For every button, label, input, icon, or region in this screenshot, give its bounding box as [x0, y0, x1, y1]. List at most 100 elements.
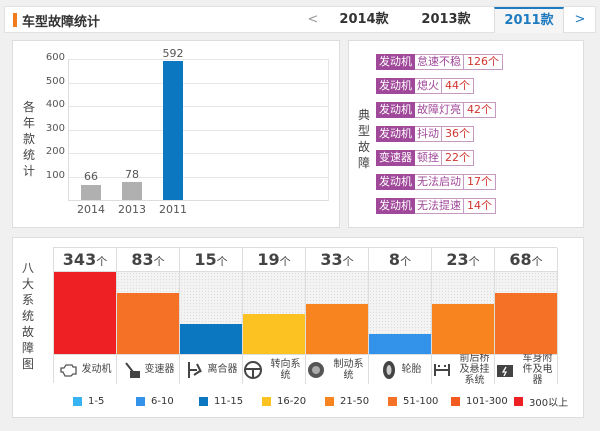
tab-2014[interactable]: 2014款	[339, 12, 389, 27]
system-name: 离合器	[207, 364, 238, 375]
count-unit: 个	[468, 255, 480, 268]
typical-fault-item[interactable]: 发动机 怠速不稳 126个	[376, 54, 503, 70]
vertical-label-char: 障	[21, 341, 34, 355]
system-column[interactable]: 33个 制动系统	[306, 248, 369, 384]
system-label: 变速器	[117, 354, 179, 384]
fault-name: 抖动	[415, 126, 442, 142]
fault-count: 17个	[464, 174, 496, 190]
vertical-label-char: 计	[22, 164, 35, 178]
fault-system-tag: 发动机	[376, 54, 415, 70]
system-column[interactable]: 68个 车身附件及电器	[495, 248, 558, 386]
typical-fault-item[interactable]: 变速器 顿挫 22个	[376, 150, 474, 166]
clutch-icon	[187, 361, 202, 378]
system-bar-area	[432, 272, 494, 354]
bar-value-label: 66	[84, 170, 98, 184]
color-legend: 1-5 6-10 11-15 16-20 21-50 51-100 101-300 300以上	[73, 394, 577, 409]
legend-label: 21-50	[340, 396, 370, 407]
typical-faults-vertical-label: 典型故障	[357, 107, 371, 171]
bar-2013[interactable]	[122, 181, 142, 200]
legend-item: 11-15	[199, 394, 262, 409]
fault-count: 44个	[442, 78, 474, 94]
legend-label: 101-300	[466, 396, 508, 407]
systems-panel: 八大系统故障图 343个 发动机 83个 变速器 15个 离合器 19个 转向系统 33…	[12, 237, 584, 418]
y-tick-label: 300	[45, 122, 65, 134]
gridline	[69, 129, 329, 131]
system-name: 轮胎	[401, 364, 422, 375]
system-bar	[180, 323, 242, 354]
legend-item: 6-10	[136, 394, 199, 409]
battery-icon	[497, 364, 513, 377]
legend-swatch	[451, 397, 460, 406]
legend-label: 11-15	[214, 396, 244, 407]
legend-item: 300以上	[514, 394, 577, 409]
system-column[interactable]: 343个 发动机	[54, 248, 117, 384]
fault-count: 42个	[464, 102, 496, 118]
legend-item: 21-50	[325, 394, 388, 409]
gridline	[69, 106, 329, 107]
count-unit: 个	[153, 255, 165, 268]
vertical-label-char: 统	[22, 148, 35, 162]
system-name: 转向系统	[270, 358, 301, 381]
system-name: 车身附件及电器	[522, 353, 553, 386]
system-column[interactable]: 8个 轮胎	[369, 248, 432, 384]
y-tick-label: 500	[45, 75, 65, 87]
system-label: 发动机	[54, 354, 116, 384]
system-bar	[369, 334, 431, 354]
suspension-icon	[434, 363, 450, 376]
fault-count: 14个	[464, 198, 496, 214]
system-count-value: 343	[62, 250, 97, 269]
gridline	[69, 176, 329, 178]
steering-wheel-icon	[244, 360, 262, 379]
legend-swatch	[199, 397, 208, 406]
system-count-value: 19	[257, 250, 280, 269]
legend-item: 51-100	[388, 394, 451, 409]
x-tick-label: 2011	[159, 203, 187, 216]
system-bar-area	[243, 272, 305, 354]
typical-fault-item[interactable]: 发动机 故障灯亮 42个	[376, 102, 496, 118]
system-bar-area	[306, 272, 368, 354]
system-column[interactable]: 19个 转向系统	[243, 248, 306, 384]
system-count-value: 15	[194, 250, 217, 269]
system-label: 转向系统	[243, 354, 305, 384]
count-unit: 个	[216, 255, 228, 268]
tab-2013[interactable]: 2013款	[421, 12, 471, 27]
typical-fault-item[interactable]: 发动机 无法提速 14个	[376, 198, 496, 214]
fault-name: 怠速不稳	[415, 54, 464, 70]
vertical-label-char: 故	[21, 325, 34, 339]
bar-2011[interactable]	[163, 60, 183, 200]
fault-count: 36个	[442, 126, 474, 142]
legend-swatch	[73, 397, 82, 406]
legend-label: 1-5	[88, 396, 105, 407]
system-column[interactable]: 23个 前后桥及悬挂系统	[432, 248, 495, 386]
vertical-label-char: 年	[22, 116, 35, 130]
next-tab-button[interactable]: >	[574, 12, 586, 27]
y-tick-label: 200	[45, 146, 65, 157]
count-unit: 个	[400, 255, 412, 268]
fault-name: 无法提速	[415, 198, 464, 214]
y-tick-label: 400	[45, 99, 65, 110]
title-accent	[13, 13, 17, 27]
system-count: 33个	[306, 248, 368, 272]
typical-fault-item[interactable]: 发动机 抖动 36个	[376, 126, 474, 142]
typical-fault-item[interactable]: 发动机 熄火 44个	[376, 78, 474, 94]
bar-value-label: 78	[125, 167, 139, 181]
system-bar-area	[117, 272, 179, 354]
legend-item: 101-300	[451, 394, 514, 409]
system-column[interactable]: 83个 变速器	[117, 248, 180, 384]
prev-tab-button[interactable]: <	[307, 12, 319, 27]
vertical-label-char: 图	[21, 357, 34, 371]
x-tick-label: 2014	[77, 203, 105, 216]
bar-2014[interactable]	[81, 184, 101, 200]
legend-label: 300以上	[529, 398, 569, 409]
system-bar	[54, 272, 116, 354]
systems-grid: 343个 发动机 83个 变速器 15个 离合器 19个 转向系统 33个 制动系统 8个…	[53, 247, 558, 386]
system-column[interactable]: 15个 离合器	[180, 248, 243, 384]
fault-system-tag: 变速器	[376, 150, 415, 166]
system-label: 车身附件及电器	[495, 353, 557, 386]
tab-2011[interactable]: 2011款	[494, 7, 564, 33]
system-label: 离合器	[180, 354, 242, 384]
system-count: 8个	[369, 248, 431, 272]
system-bar-area	[495, 272, 557, 354]
typical-fault-item[interactable]: 发动机 无法启动 17个	[376, 174, 496, 190]
system-count-value: 23	[446, 250, 469, 269]
